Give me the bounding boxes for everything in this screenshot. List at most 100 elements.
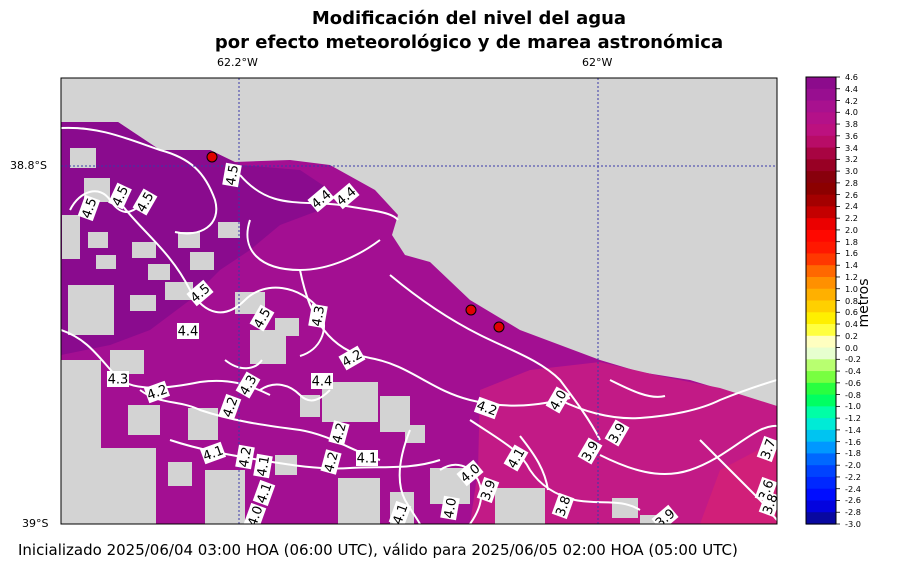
colorbar-tick-label: 4.4 — [845, 83, 859, 94]
contour-label: 4.2 — [143, 380, 171, 404]
colorbar-tick-label: 3.6 — [845, 130, 859, 141]
colorbar-label: metros — [856, 278, 872, 328]
colorbar-segment — [806, 206, 836, 219]
contour-label-bg — [108, 182, 132, 210]
contour-label-text: 4.1 — [254, 481, 275, 506]
contour-label-bg — [252, 479, 276, 507]
colorbar-segment — [806, 135, 836, 149]
station-marker[interactable] — [493, 321, 505, 333]
colorbar-frame — [805, 76, 837, 525]
colorbar-tick-label: 3.2 — [845, 154, 859, 165]
contour-label-text: 4.5 — [224, 164, 242, 187]
colorbar-segment — [806, 100, 836, 113]
colorbar-tick-label: 4.2 — [845, 95, 859, 106]
colorbar-segment — [806, 512, 836, 525]
contour-label-text: 4.3 — [108, 373, 129, 388]
colorbar-tick-label: -2.8 — [845, 507, 861, 518]
contour-label-text: 4.2 — [474, 398, 499, 419]
x-tick-label-62w: 62°W — [582, 56, 613, 69]
contour-label-bg — [218, 393, 242, 421]
contour-label: 4.4 — [177, 323, 199, 340]
colorbar-tick-label: 0.8 — [845, 295, 859, 306]
contour-label-bg — [107, 371, 129, 387]
plot-frame — [60, 77, 778, 525]
contour-label: 4.5 — [222, 162, 242, 188]
colorbar-tick-label: 0.2 — [845, 330, 859, 341]
colorbar-tick-label: -1.0 — [845, 401, 861, 412]
contour-label: 4.2 — [320, 449, 342, 475]
contour-label: 4.0 — [243, 502, 267, 524]
y-tick-label-38-8s: 38.8°S — [10, 159, 47, 172]
contour-label: 4.2 — [235, 444, 255, 470]
map-plot-area: 4.54.5 4.5 4.5 4.4 4.44.34.54.54.44.24.44.34… — [61, 78, 779, 524]
colorbar-tick-label: 2.4 — [845, 201, 859, 212]
contour-label-bg — [440, 495, 460, 521]
contour-label-bg — [311, 373, 333, 389]
contour-label-text: 3.8 — [553, 494, 574, 519]
colorbar-tick-label: 1.8 — [845, 236, 859, 247]
contour-label: 4.4 — [311, 373, 333, 390]
colorbar-segment — [806, 382, 836, 396]
colorbar-segment — [806, 500, 836, 513]
contour-label-bg — [132, 188, 158, 216]
colorbar-segment — [806, 359, 836, 372]
colorbar-segment — [806, 371, 836, 384]
x-tick-label-62-2w: 62.2°W — [217, 56, 258, 69]
contour-label-text: 4.1 — [201, 443, 226, 464]
colorbar-segment — [806, 465, 836, 478]
colorbar-tick-label: -1.8 — [845, 448, 861, 459]
y-tick-label-39s: 39°S — [22, 517, 49, 530]
colorbar-tick-label: 1.2 — [845, 271, 859, 282]
contour-label-bg — [177, 323, 199, 339]
colorbar-tick-label: 3.4 — [845, 142, 859, 153]
colorbar-tick-label: -0.6 — [845, 377, 861, 388]
contour-label-bg — [551, 492, 575, 520]
contour-label-bg — [235, 444, 255, 470]
colorbar-segment — [806, 241, 836, 255]
colorbar-segment — [806, 288, 836, 302]
contour-label: 4.2 — [473, 396, 501, 420]
contour-label-bg — [143, 380, 171, 404]
colorbar-segment — [806, 300, 836, 313]
contour-label-bg — [320, 449, 342, 475]
colorbar-segment — [806, 218, 836, 231]
colorbar-segment — [806, 324, 836, 337]
contour-label: 4.1 — [388, 500, 412, 524]
contour-label-text: 4.2 — [322, 450, 342, 474]
contour-label: 3.7 — [756, 435, 779, 463]
colorbar-segment — [806, 112, 836, 125]
contour-label-bg — [243, 502, 267, 524]
colorbar-segment — [806, 312, 836, 325]
contour-label-text: 4.0 — [442, 497, 460, 520]
colorbar-tick-label: -1.2 — [845, 413, 861, 424]
contour-label-bg — [356, 450, 378, 466]
contour-label-bg — [328, 420, 350, 446]
contour-label-text: 4.1 — [255, 455, 273, 478]
contour-label-bg — [456, 459, 484, 487]
colorbar-tick-label: -0.4 — [845, 366, 861, 377]
station-marker[interactable] — [465, 304, 477, 316]
contour-label-text: 3.7 — [758, 437, 779, 462]
station-marker[interactable] — [206, 151, 218, 163]
contour-label: 4.0 — [440, 495, 460, 521]
colorbar-tick-label: 2.8 — [845, 177, 859, 188]
colorbar-segment — [806, 171, 836, 184]
colorbar-segment — [806, 335, 836, 349]
contour-label-bg — [253, 453, 273, 479]
colorbar-segment — [806, 182, 836, 196]
contour-label: 4.1 — [252, 479, 276, 507]
colorbar-segment — [806, 194, 836, 207]
colorbar-tick-label: -1.4 — [845, 424, 861, 435]
colorbar-tick-label: -2.4 — [845, 483, 861, 494]
colorbar-tick-label: -2.2 — [845, 471, 861, 482]
colorbar-tick-label: 2.6 — [845, 189, 859, 200]
stations — [206, 151, 505, 333]
colorbar-tick-label: 1.0 — [845, 283, 859, 294]
colorbar-segment — [806, 229, 836, 243]
colorbar-tick-label: -1.6 — [845, 436, 861, 447]
colorbar-tick-label: -0.8 — [845, 389, 861, 400]
contour-label-text: 4.1 — [357, 452, 378, 467]
contour-label-bg — [307, 185, 335, 213]
contour-label-text: 4.4 — [312, 375, 333, 390]
colorbar-tick-label: 2.2 — [845, 213, 859, 224]
